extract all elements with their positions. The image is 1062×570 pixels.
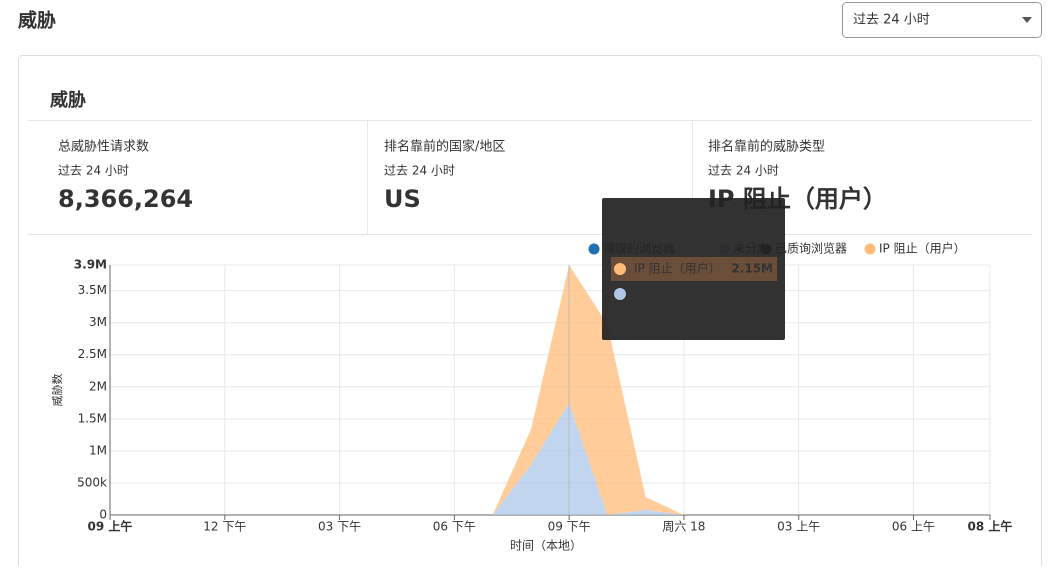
- tooltip-value: 1.75M: [731, 287, 773, 301]
- stat-sub: 过去 24 小时: [58, 164, 129, 178]
- y-tick-label: 3M: [89, 315, 107, 329]
- legend-label: 已质询浏览器: [775, 241, 847, 256]
- stat-label: 排名靠前的国家/地区: [384, 139, 505, 155]
- y-axis-label: 威胁数: [50, 374, 64, 407]
- range-select[interactable]: [842, 2, 1042, 38]
- stat-label: 总威胁性请求数: [58, 140, 149, 155]
- stat-value: US: [384, 185, 421, 213]
- area: [110, 265, 990, 515]
- legend-swatch: [588, 243, 600, 255]
- tooltip-swatch: [614, 263, 626, 275]
- x-tick-label: 08 上午: [968, 519, 1013, 534]
- x-axis-label: 时间（本地）: [510, 539, 582, 553]
- x-tick-label: 03 下午: [318, 520, 361, 534]
- x-tick-label: 周六 18: [662, 520, 705, 534]
- tooltip-name: IP 阻止（用户）: [634, 261, 721, 276]
- tooltip-total-name: Total: [634, 313, 667, 327]
- legend-swatch: [864, 243, 876, 255]
- y-tick-label: 500k: [77, 475, 107, 489]
- y-tick-label: 1M: [89, 443, 107, 457]
- card: [18, 55, 1042, 570]
- x-tick-label: 09 上午: [88, 519, 133, 534]
- y-tick-label: 1.5M: [78, 411, 107, 425]
- y-tick-label: 3.9M: [74, 258, 107, 272]
- tooltip-name: 未分类: [634, 287, 670, 301]
- stat-label: 排名靠前的威胁类型: [708, 139, 825, 155]
- tooltip-value: 2.15M: [731, 262, 773, 276]
- tooltip-from: 从: 2020/07/17 21:00: [632, 210, 771, 224]
- stat-value: 8,366,264: [58, 185, 193, 213]
- range-select-text: 过去 24 小时: [853, 13, 930, 28]
- area: [110, 402, 990, 515]
- select-arrow: [1022, 17, 1032, 23]
- stat-sub: 过去 24 小时: [384, 164, 455, 178]
- legend-label: IP 阻止（用户）: [879, 241, 966, 256]
- x-tick-label: 03 上午: [777, 520, 820, 534]
- x-tick-label: 06 下午: [433, 520, 476, 534]
- x-tick-label: 12 下午: [203, 520, 246, 534]
- card-title: 威胁: [50, 89, 86, 111]
- y-tick-label: 2.5M: [78, 347, 107, 361]
- tooltip-swatch: [614, 288, 626, 300]
- y-tick-label: 0: [99, 508, 107, 522]
- tooltip: 从: 2020/07/17 21:00 到: 2020/07/17 22:00 IP…: [602, 198, 785, 340]
- stat-sub: 过去 24 小时: [708, 164, 779, 178]
- y-tick-label: 2M: [89, 379, 107, 393]
- tooltip-total-value: 3.9M: [740, 313, 773, 327]
- page-title: 威胁: [18, 9, 56, 32]
- x-tick-label: 09 下午: [548, 520, 591, 534]
- tooltip-to: 到: 2020/07/17 22:00: [632, 233, 771, 248]
- x-tick-label: 06 上午: [892, 520, 935, 534]
- y-tick-label: 3.5M: [78, 283, 107, 297]
- tooltip-highlight: [611, 257, 777, 281]
